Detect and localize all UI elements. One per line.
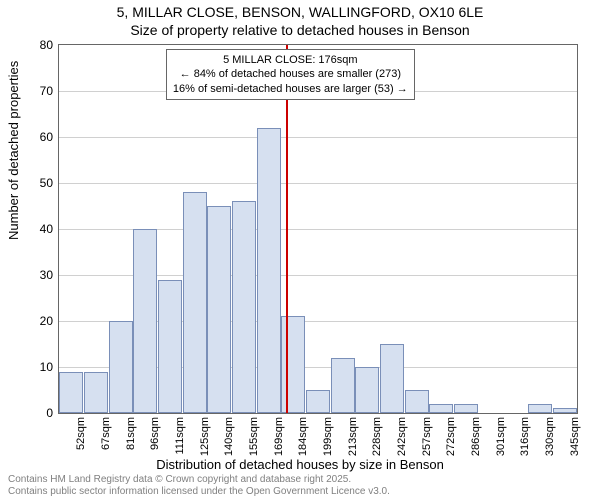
x-tick-label: 184sqm [297, 417, 309, 456]
histogram-bar [306, 390, 330, 413]
footer-line-2: Contains public sector information licen… [8, 486, 390, 498]
x-tick-label: 301sqm [495, 417, 507, 456]
x-tick-label: 272sqm [445, 417, 457, 456]
x-tick-label: 81sqm [125, 417, 137, 450]
histogram-bar [331, 358, 355, 413]
y-tick-label: 60 [40, 130, 53, 144]
histogram-bar [59, 372, 83, 413]
histogram-bar [133, 229, 157, 413]
histogram-bar [355, 367, 379, 413]
y-tick-label: 40 [40, 222, 53, 236]
histogram-bar [183, 192, 207, 413]
y-tick-label: 20 [40, 314, 53, 328]
y-tick-label: 30 [40, 268, 53, 282]
histogram-bar [528, 404, 552, 413]
x-tick-label: 111sqm [174, 417, 186, 455]
x-tick-label: 345sqm [569, 417, 581, 456]
x-tick-label: 96sqm [149, 417, 161, 450]
histogram-bar [454, 404, 478, 413]
histogram-bar [207, 206, 231, 413]
histogram-bar [553, 408, 577, 413]
x-tick-label: 286sqm [470, 417, 482, 456]
annotation-line-1: 5 MILLAR CLOSE: 176sqm [173, 53, 408, 67]
x-tick-label: 125sqm [199, 417, 211, 456]
y-axis-label: Number of detached properties [6, 61, 21, 240]
x-tick-label: 199sqm [322, 417, 334, 456]
annotation-line-2: ← 84% of detached houses are smaller (27… [173, 67, 408, 81]
x-tick-label: 242sqm [396, 417, 408, 456]
annotation-line-3: 16% of semi-detached houses are larger (… [173, 82, 408, 96]
histogram-bar [380, 344, 404, 413]
y-tick-label: 0 [46, 406, 53, 420]
y-tick-label: 10 [40, 360, 53, 374]
x-tick-label: 257sqm [421, 417, 433, 456]
footer-attribution: Contains HM Land Registry data © Crown c… [8, 474, 390, 498]
x-tick-label: 316sqm [519, 417, 531, 456]
footer-line-1: Contains HM Land Registry data © Crown c… [8, 474, 390, 486]
annotation-box: 5 MILLAR CLOSE: 176sqm← 84% of detached … [166, 49, 415, 100]
histogram-bar [158, 280, 182, 413]
x-axis-label: Distribution of detached houses by size … [0, 457, 600, 472]
y-tick-label: 80 [40, 38, 53, 52]
x-tick-label: 330sqm [544, 417, 556, 456]
chart-title-sub: Size of property relative to detached ho… [0, 22, 600, 38]
histogram-bar [257, 128, 281, 413]
histogram-bar [109, 321, 133, 413]
histogram-bar [405, 390, 429, 413]
gridline [59, 183, 577, 184]
x-tick-label: 140sqm [223, 417, 235, 456]
histogram-bar [84, 372, 108, 413]
x-tick-label: 155sqm [248, 417, 260, 456]
histogram-bar [281, 316, 305, 413]
gridline [59, 137, 577, 138]
reference-line [286, 45, 288, 413]
chart-title-main: 5, MILLAR CLOSE, BENSON, WALLINGFORD, OX… [0, 4, 600, 20]
x-tick-label: 52sqm [75, 417, 87, 450]
y-tick-label: 70 [40, 84, 53, 98]
x-tick-label: 228sqm [371, 417, 383, 456]
histogram-bar [232, 201, 256, 413]
histogram-bar [429, 404, 453, 413]
x-tick-label: 67sqm [100, 417, 112, 450]
x-tick-label: 169sqm [273, 417, 285, 456]
plot-area: 0102030405060708052sqm67sqm81sqm96sqm111… [58, 44, 578, 414]
y-tick-label: 50 [40, 176, 53, 190]
x-tick-label: 213sqm [347, 417, 359, 456]
